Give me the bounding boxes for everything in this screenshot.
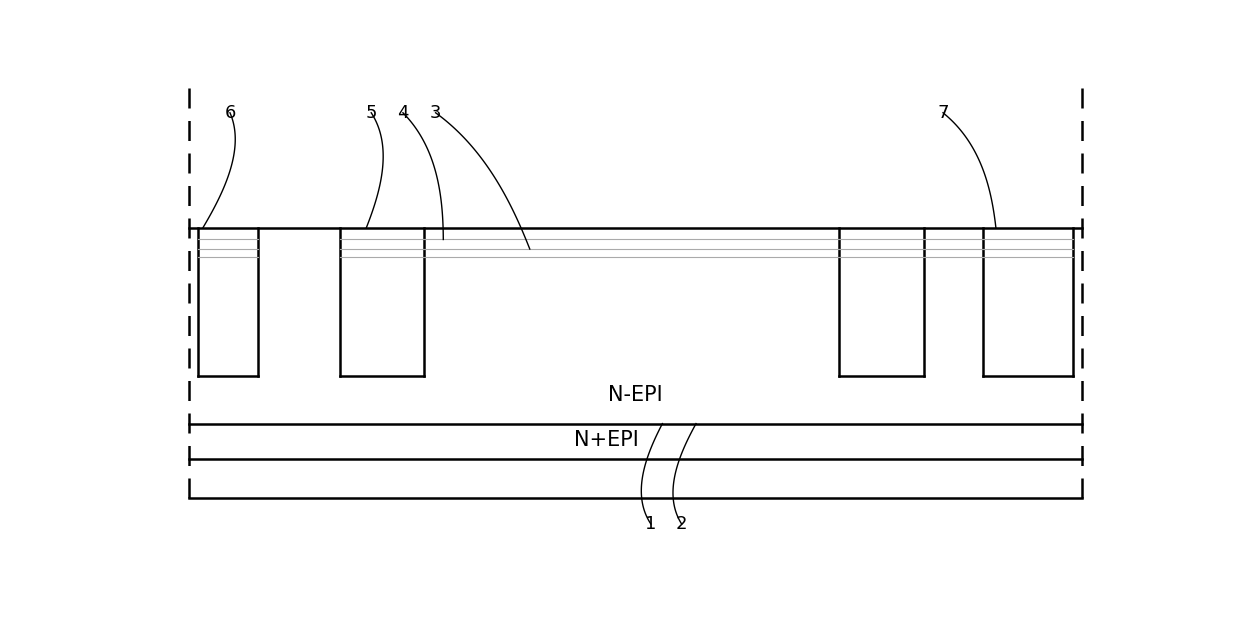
- Text: N+EPI: N+EPI: [574, 430, 639, 450]
- Text: 1: 1: [645, 515, 656, 533]
- Text: 3: 3: [430, 104, 441, 122]
- Text: 6: 6: [224, 104, 236, 122]
- Text: 5: 5: [366, 104, 377, 122]
- Text: 7: 7: [937, 104, 949, 122]
- Text: 4: 4: [397, 104, 409, 122]
- Text: N-EPI: N-EPI: [608, 385, 663, 405]
- Text: 2: 2: [676, 515, 687, 533]
